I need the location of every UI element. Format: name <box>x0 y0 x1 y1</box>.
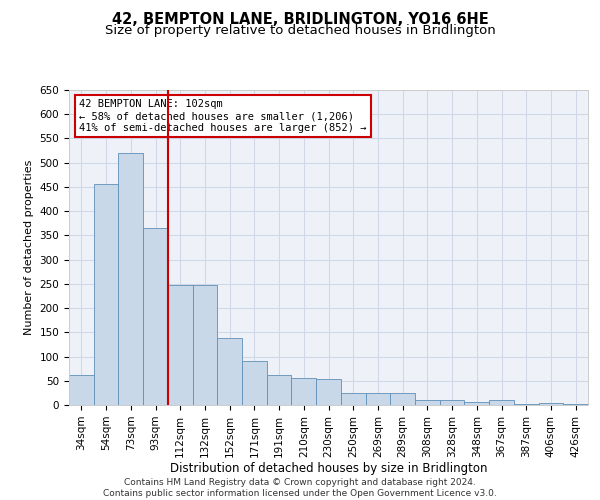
Bar <box>390 393 415 405</box>
Bar <box>563 404 588 405</box>
Bar <box>440 400 464 405</box>
Bar <box>217 338 242 405</box>
Y-axis label: Number of detached properties: Number of detached properties <box>24 160 34 335</box>
Bar <box>168 286 193 405</box>
Text: Contains HM Land Registry data © Crown copyright and database right 2024.
Contai: Contains HM Land Registry data © Crown c… <box>103 478 497 498</box>
Text: Size of property relative to detached houses in Bridlington: Size of property relative to detached ho… <box>104 24 496 37</box>
Bar <box>316 380 341 405</box>
X-axis label: Distribution of detached houses by size in Bridlington: Distribution of detached houses by size … <box>170 462 487 475</box>
Bar <box>464 402 489 405</box>
Bar <box>193 286 217 405</box>
Bar <box>267 375 292 405</box>
Bar <box>341 393 365 405</box>
Bar <box>415 400 440 405</box>
Bar <box>118 153 143 405</box>
Bar <box>292 378 316 405</box>
Bar <box>539 402 563 405</box>
Bar <box>242 362 267 405</box>
Bar <box>489 400 514 405</box>
Text: 42 BEMPTON LANE: 102sqm
← 58% of detached houses are smaller (1,206)
41% of semi: 42 BEMPTON LANE: 102sqm ← 58% of detache… <box>79 100 367 132</box>
Bar <box>365 393 390 405</box>
Text: 42, BEMPTON LANE, BRIDLINGTON, YO16 6HE: 42, BEMPTON LANE, BRIDLINGTON, YO16 6HE <box>112 12 488 28</box>
Bar <box>69 375 94 405</box>
Bar <box>143 228 168 405</box>
Bar <box>94 184 118 405</box>
Bar <box>514 404 539 405</box>
